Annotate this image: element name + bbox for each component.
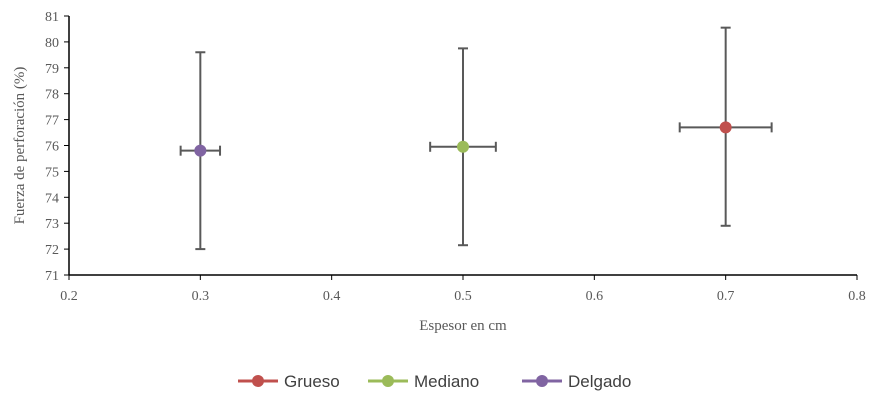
data-point-mediano	[457, 140, 469, 153]
legend-label-delgado: Delgado	[568, 372, 631, 391]
x-tick-label: 0.5	[454, 289, 472, 304]
y-axis-title: Fuerza de perforación (%)	[12, 67, 28, 225]
y-tick-label: 75	[45, 165, 59, 180]
legend-marker-delgado	[536, 375, 548, 387]
x-tick-label: 0.3	[192, 289, 210, 304]
y-tick-label: 78	[45, 88, 59, 103]
x-tick-label: 0.6	[586, 289, 604, 304]
y-tick-label: 72	[45, 243, 59, 258]
y-tick-label: 71	[45, 269, 59, 284]
legend-label-grueso: Grueso	[284, 372, 340, 391]
legend-marker-mediano	[382, 375, 394, 387]
y-tick-label: 81	[45, 10, 59, 25]
y-tick-label: 77	[45, 114, 59, 129]
x-tick-label: 0.4	[323, 289, 341, 304]
data-point-delgado	[194, 144, 207, 157]
legend-label-mediano: Mediano	[414, 372, 479, 391]
x-tick-label: 0.7	[717, 289, 735, 304]
y-tick-label: 76	[45, 140, 59, 155]
x-tick-label: 0.2	[60, 289, 78, 304]
y-tick-label: 80	[45, 36, 59, 51]
y-tick-label: 79	[45, 62, 59, 77]
x-axis-title: Espesor en cm	[419, 318, 507, 334]
y-tick-label: 74	[45, 191, 59, 206]
legend-marker-grueso	[252, 375, 264, 387]
y-tick-label: 73	[45, 217, 59, 232]
x-tick-label: 0.8	[848, 289, 866, 304]
data-point-grueso	[719, 121, 732, 134]
